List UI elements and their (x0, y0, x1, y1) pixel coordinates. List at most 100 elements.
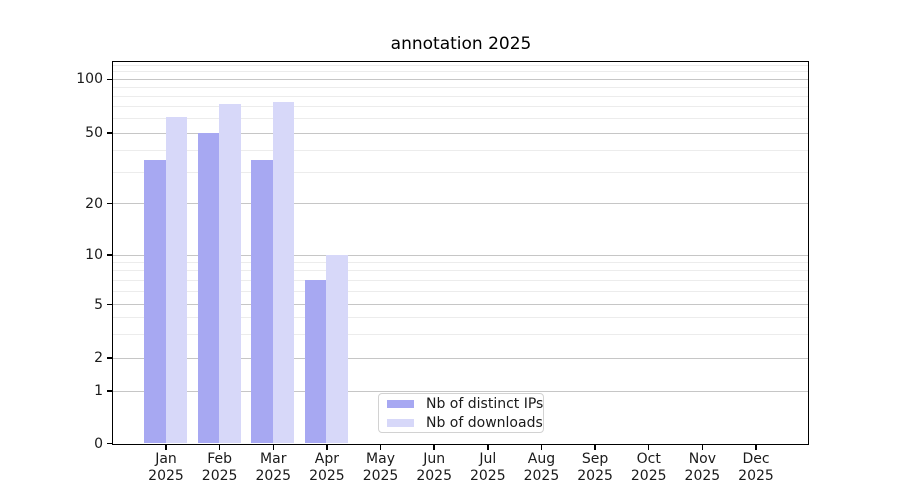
x-tick-year: 2025 (148, 468, 184, 484)
x-tick-year: 2025 (630, 468, 667, 484)
major-gridline (113, 390, 808, 392)
y-tick-label: 2 (94, 350, 103, 366)
y-tick-label: 100 (76, 71, 103, 88)
x-tick-label: Apr 2025 (295, 451, 359, 485)
y-tick-mark (107, 132, 112, 134)
x-tick-year: 2025 (469, 468, 506, 484)
minor-gridline (113, 149, 808, 151)
x-tick-mark (647, 445, 650, 450)
major-gridline (113, 304, 808, 305)
x-tick-label: May 2025 (349, 451, 413, 485)
x-tick-mark (218, 445, 221, 450)
x-tick-month: Jun (423, 451, 446, 467)
x-tick-year: 2025 (523, 468, 560, 484)
major-gridline (113, 132, 808, 134)
x-tick-label: Jun 2025 (402, 451, 466, 485)
chart-title: annotation 2025 (390, 34, 532, 54)
bar-downloads (326, 254, 348, 443)
minor-gridline (113, 71, 808, 73)
x-tick-label: Jul 2025 (456, 451, 520, 485)
bar-distinct-ips (251, 160, 273, 443)
x-tick-month: Sep (581, 451, 609, 467)
minor-gridline (113, 290, 808, 292)
x-tick-label: Aug 2025 (509, 451, 573, 485)
minor-gridline (113, 96, 808, 98)
x-tick-month: Jul (479, 451, 497, 467)
legend-item-downloads: Nb of downloads (387, 415, 543, 431)
x-tick-label: Jan 2025 (134, 451, 198, 485)
bar-distinct-ips (197, 132, 220, 443)
x-tick-month: Mar (260, 451, 287, 467)
x-tick-mark (701, 445, 704, 450)
y-tick-label: 1 (94, 383, 103, 399)
x-tick-year: 2025 (577, 468, 613, 484)
x-tick-label: Mar 2025 (241, 451, 305, 485)
y-tick-label: 5 (94, 296, 103, 313)
x-tick-mark (433, 445, 435, 450)
x-tick-year: 2025 (255, 468, 292, 484)
x-tick-year: 2025 (201, 468, 238, 484)
x-tick-month: Nov (688, 451, 717, 467)
x-tick-month: May (366, 451, 395, 467)
major-gridline (113, 78, 808, 80)
minor-gridline (113, 317, 808, 319)
minor-gridline (113, 262, 808, 264)
y-tick-mark (107, 442, 112, 445)
bar-downloads (219, 104, 241, 443)
legend-label-downloads: Nb of downloads (426, 414, 543, 431)
x-tick-month: Dec (742, 451, 770, 467)
y-tick-mark (107, 78, 112, 81)
bar-downloads (272, 102, 295, 443)
legend-item-distinct-ips: Nb of distinct IPs (387, 396, 543, 412)
x-tick-mark (165, 445, 167, 450)
minor-gridline (113, 279, 808, 281)
bar-downloads (165, 117, 187, 443)
x-tick-month: Feb (207, 451, 233, 467)
minor-gridline (113, 333, 808, 335)
x-tick-year: 2025 (362, 468, 399, 484)
minor-gridline (113, 118, 808, 120)
legend-label-distinct-ips: Nb of distinct IPs (426, 395, 544, 412)
x-tick-label: Oct 2025 (617, 451, 681, 485)
x-tick-month: Apr (314, 451, 340, 467)
plot-area (112, 61, 809, 445)
x-tick-label: Sep 2025 (563, 451, 627, 485)
y-tick-label: 0 (94, 435, 103, 452)
y-tick-mark (107, 254, 112, 256)
x-tick-label: Nov 2025 (670, 451, 734, 485)
x-tick-month: Aug (527, 451, 556, 467)
major-gridline (113, 357, 808, 359)
y-tick-label: 50 (85, 125, 103, 141)
x-tick-label: Feb 2025 (188, 451, 252, 485)
x-tick-mark (326, 445, 328, 450)
x-tick-mark (755, 445, 757, 450)
x-tick-year: 2025 (684, 468, 721, 484)
minor-gridline (113, 86, 808, 88)
y-tick-mark (107, 390, 112, 392)
y-tick-mark (107, 303, 112, 306)
minor-gridline (113, 270, 808, 272)
x-tick-month: Oct (636, 451, 661, 467)
major-gridline (113, 254, 808, 256)
y-tick-label: 20 (85, 195, 103, 212)
minor-gridline (113, 106, 808, 108)
x-tick-year: 2025 (416, 468, 452, 484)
x-tick-mark (379, 445, 382, 450)
legend-swatch-downloads (387, 418, 414, 427)
y-tick-mark (107, 357, 112, 359)
x-tick-mark (272, 445, 275, 450)
minor-gridline (113, 64, 808, 66)
legend-swatch-distinct-ips (387, 399, 414, 408)
x-tick-year: 2025 (738, 468, 774, 484)
y-tick-mark (107, 202, 112, 205)
y-tick-label: 10 (85, 247, 103, 263)
legend: Nb of distinct IPs Nb of downloads (378, 393, 544, 433)
major-gridline (113, 203, 808, 205)
x-tick-mark (594, 445, 596, 450)
x-tick-mark (487, 445, 489, 450)
x-tick-label: Dec 2025 (724, 451, 788, 485)
bar-distinct-ips (144, 160, 166, 443)
x-tick-mark (540, 445, 543, 450)
minor-gridline (113, 171, 808, 173)
